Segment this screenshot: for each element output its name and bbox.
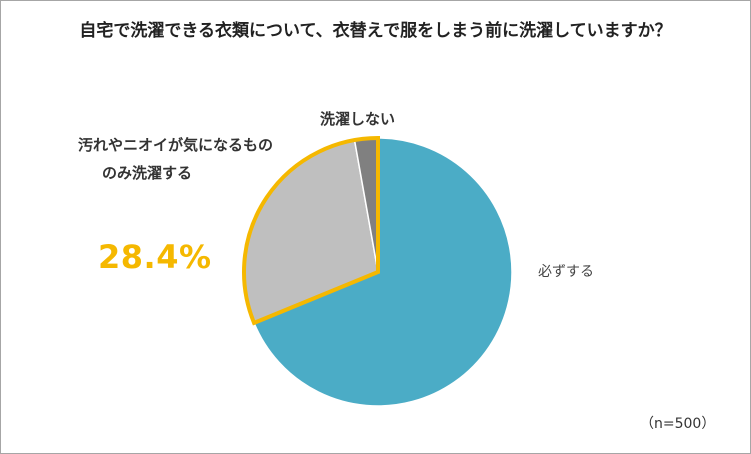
pie-slice-always <box>253 137 513 407</box>
slice-label-only-if-dirty-line2: のみ洗濯する <box>102 164 193 182</box>
sample-size-note: （n=500） <box>640 416 716 432</box>
chart-title: 自宅で洗濯できる衣類について、衣替えで服をしまう前に洗濯していますか？ <box>79 21 672 41</box>
slice-label-only-if-dirty-line1: 汚れやニオイが気になるもの <box>78 136 274 154</box>
highlight-outline <box>242 135 380 326</box>
slice-label-no-wash: 洗濯しない <box>320 110 396 128</box>
highlight-percentage: 28.4% <box>98 238 212 276</box>
slice-label-always: 必ずする <box>538 264 594 280</box>
